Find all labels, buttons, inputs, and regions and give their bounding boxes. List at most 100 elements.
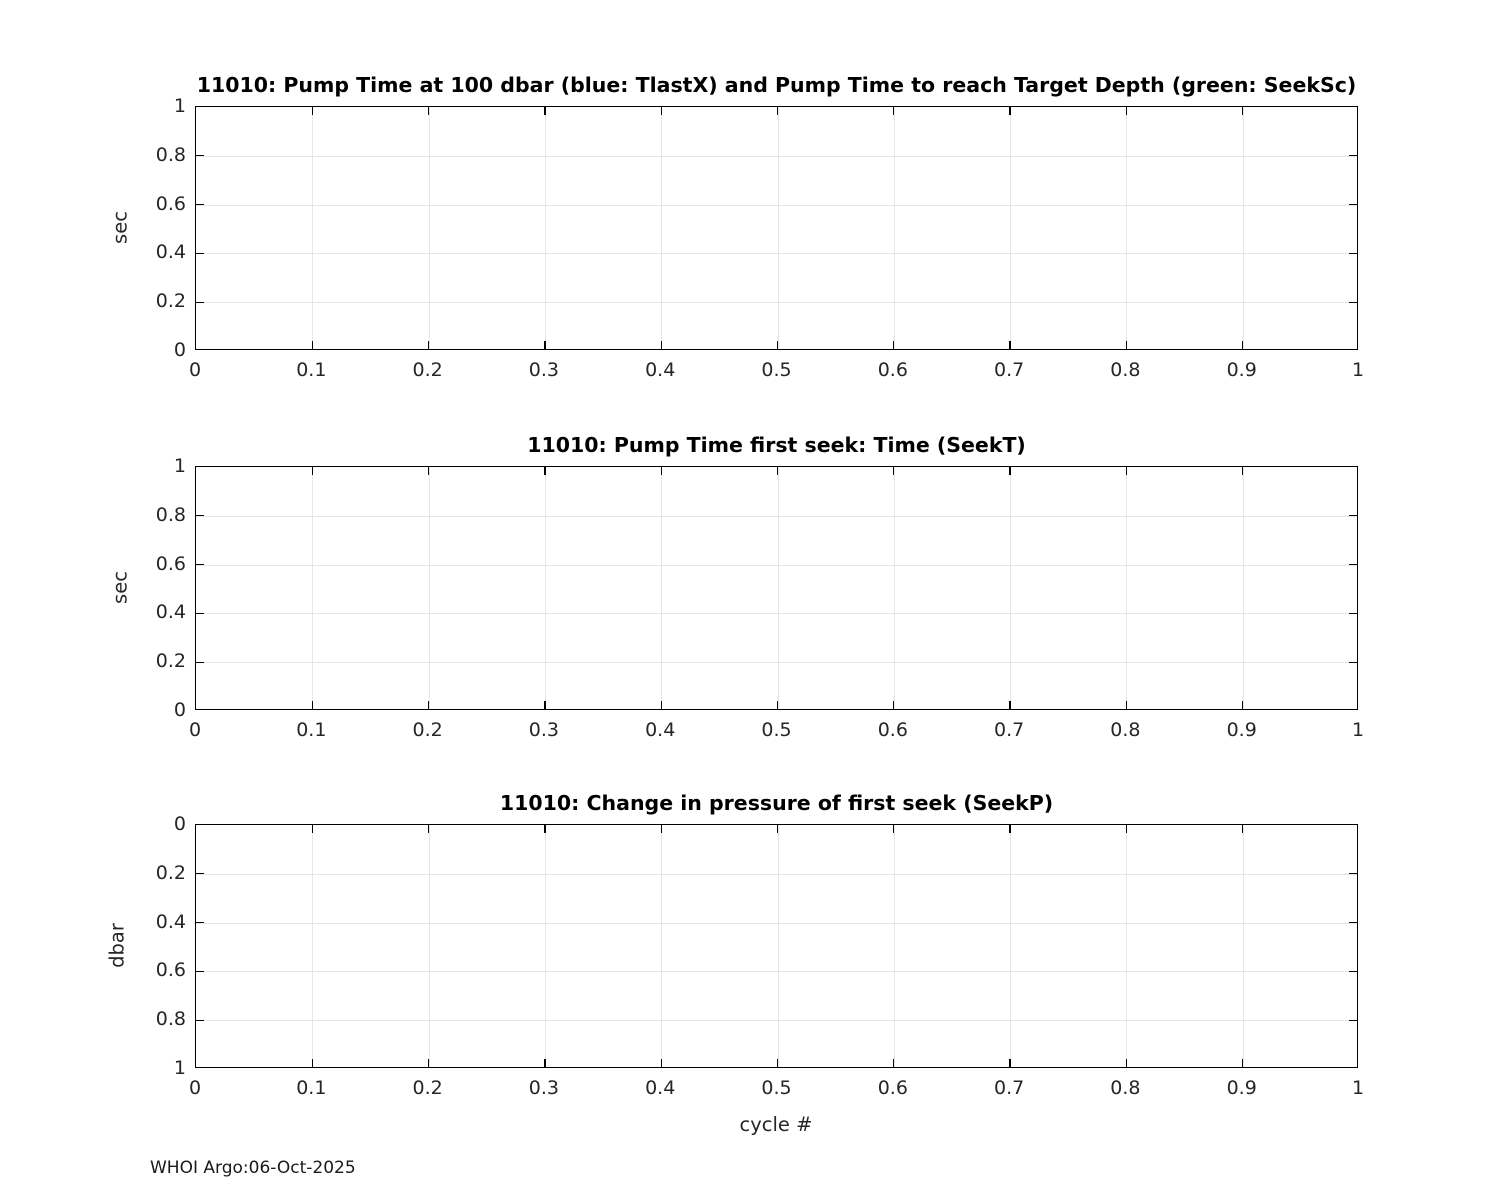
y-tick-label: 0.2 [155, 650, 186, 673]
y-tick-mark [1349, 203, 1357, 206]
y-tick-label: 0.4 [155, 601, 186, 624]
x-tick-label: 0.9 [1226, 1077, 1257, 1099]
subplot-2-plot-area [195, 466, 1358, 710]
x-gridline [312, 467, 314, 709]
y-tick-label: 0.4 [155, 910, 186, 933]
x-tick-mark [311, 701, 313, 709]
y-tick-mark [1349, 1019, 1357, 1021]
x-tick-label: 0.8 [1110, 719, 1141, 741]
x-gridline [544, 467, 546, 709]
x-tick-label: 0.9 [1226, 719, 1257, 741]
x-tick-mark [660, 341, 662, 349]
x-gridline [893, 107, 895, 349]
x-tick-mark [1242, 701, 1244, 709]
x-gridline [1242, 467, 1244, 709]
y-tick-mark [1349, 873, 1357, 875]
x-tick-mark [660, 107, 662, 115]
y-tick-mark [1349, 612, 1357, 615]
x-tick-mark [1125, 341, 1128, 349]
y-tick-mark [196, 155, 204, 157]
x-tick-label: 0.3 [528, 359, 559, 381]
x-tick-mark [311, 467, 313, 475]
x-gridline [1010, 467, 1012, 709]
x-tick-mark [1125, 467, 1128, 475]
y-tick-label: 0 [173, 339, 186, 361]
x-tick-mark [893, 341, 895, 349]
x-gridline [1242, 107, 1244, 349]
x-gridline [661, 107, 663, 349]
x-tick-mark [544, 467, 546, 475]
subplot-1-plot-area [195, 106, 1358, 350]
x-tick-mark [660, 467, 662, 475]
x-tick-mark [1009, 467, 1011, 475]
x-tick-mark [427, 1059, 430, 1067]
x-tick-mark [1125, 1059, 1128, 1067]
y-tick-mark [196, 873, 204, 875]
y-gridline [196, 873, 1357, 875]
x-tick-mark [776, 825, 779, 833]
x-gridline [428, 467, 430, 709]
y-tick-label: 0.6 [155, 192, 186, 215]
y-gridline [196, 155, 1357, 157]
x-tick-mark [311, 1059, 313, 1067]
x-tick-label: 0.1 [296, 359, 327, 381]
x-tick-mark [1242, 1059, 1244, 1067]
x-tick-label: 0.4 [645, 359, 676, 381]
x-tick-mark [660, 701, 662, 709]
y-tick-label: 1 [173, 455, 186, 477]
x-tick-mark [1009, 341, 1011, 349]
x-tick-label: 0.5 [761, 359, 792, 381]
x-tick-label: 0.6 [877, 1077, 908, 1099]
x-gridline [1010, 825, 1012, 1067]
x-gridline [544, 107, 546, 349]
x-tick-label: 0.5 [761, 1077, 792, 1099]
x-gridline [312, 825, 314, 1067]
x-tick-mark [544, 825, 546, 833]
subplot-3-title: 11010: Change in pressure of first seek … [499, 791, 1054, 815]
y-tick-label: 0.2 [155, 861, 186, 884]
x-tick-label: 0.7 [993, 359, 1025, 381]
y-tick-mark [196, 563, 204, 566]
y-tick-mark [196, 203, 204, 206]
x-tick-mark [776, 701, 779, 709]
x-tick-label: 0.6 [877, 719, 908, 741]
y-tick-mark [196, 612, 204, 615]
y-tick-mark [196, 921, 204, 924]
x-tick-mark [893, 107, 895, 115]
y-gridline [196, 302, 1357, 304]
x-tick-mark [544, 1059, 546, 1067]
x-tick-label: 0.5 [761, 719, 792, 741]
x-tick-mark [1242, 341, 1244, 349]
x-tick-mark [1125, 825, 1128, 833]
x-tick-mark [544, 341, 546, 349]
x-tick-mark [893, 825, 895, 833]
x-tick-mark [427, 341, 430, 349]
x-tick-label: 0.2 [412, 1077, 443, 1099]
x-tick-mark [1009, 1059, 1011, 1067]
x-gridline [428, 825, 430, 1067]
y-gridline [196, 971, 1357, 973]
x-tick-label: 1 [1351, 719, 1365, 741]
y-tick-mark [1349, 661, 1357, 663]
y-tick-label: 1 [173, 95, 186, 117]
x-tick-mark [660, 1059, 662, 1067]
x-tick-mark [1125, 701, 1128, 709]
y-gridline [196, 922, 1357, 924]
y-tick-label: 0.6 [155, 959, 186, 982]
x-tick-mark [893, 467, 895, 475]
x-tick-label: 0.2 [412, 719, 443, 741]
x-tick-mark [1125, 107, 1128, 115]
y-gridline [196, 662, 1357, 664]
x-tick-label: 0.3 [528, 719, 559, 741]
x-tick-mark [893, 701, 895, 709]
y-gridline [196, 564, 1357, 566]
subplot-pump-time-first-seek: 11010: Pump Time first seek: Time (SeekT… [109, 433, 1365, 741]
x-gridline [1126, 467, 1128, 709]
subplot-pump-time-100dbar: 11010: Pump Time at 100 dbar (blue: Tlas… [109, 73, 1365, 381]
x-tick-label: 0.1 [296, 1077, 327, 1099]
figure-xlabel: cycle # [739, 1113, 813, 1136]
x-gridline [777, 107, 779, 349]
x-tick-label: 0 [188, 1077, 202, 1099]
y-tick-label: 0.8 [155, 1008, 186, 1031]
x-tick-label: 0.8 [1110, 359, 1141, 381]
